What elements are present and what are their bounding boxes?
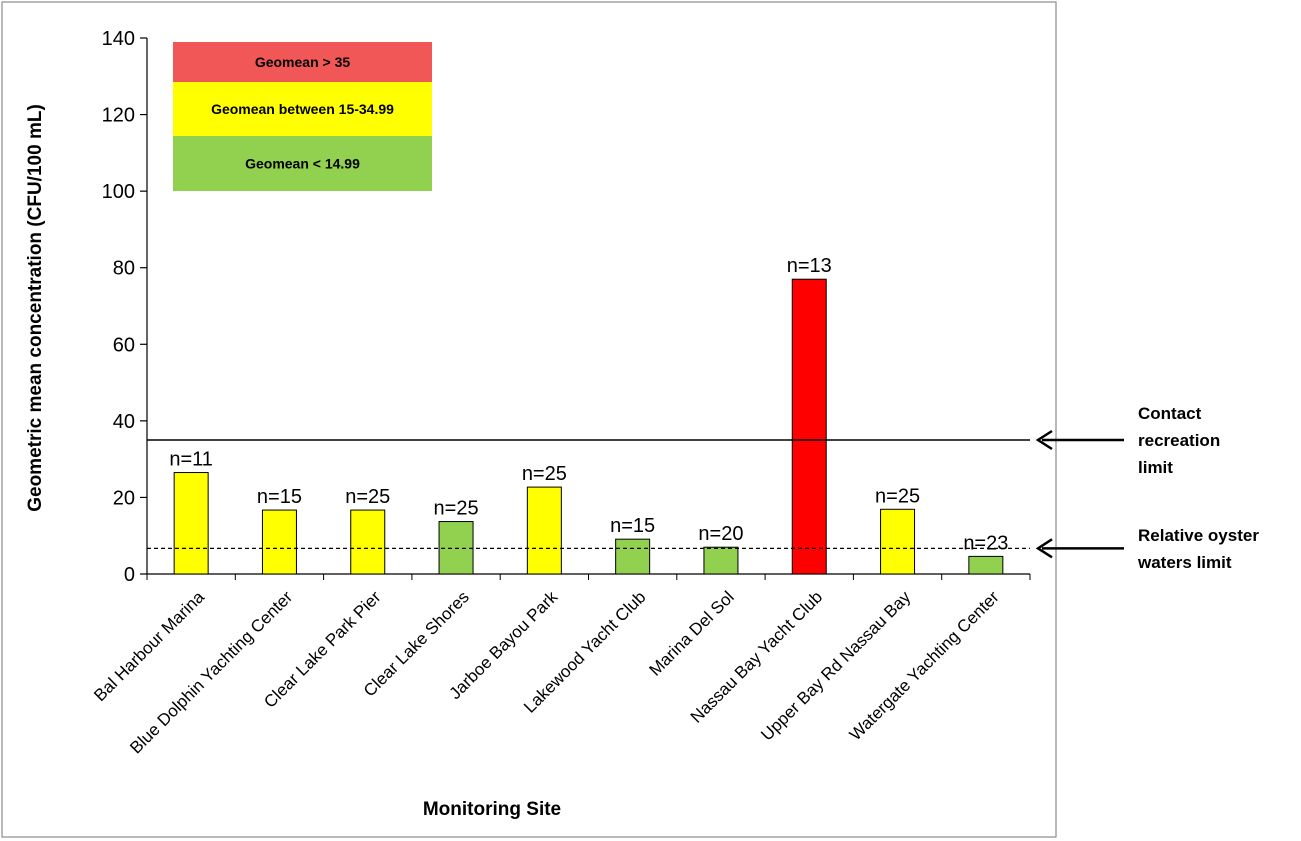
bar-n-label: n=25 bbox=[434, 498, 479, 520]
bar bbox=[350, 509, 386, 575]
bar bbox=[791, 278, 827, 575]
limit-label-line: waters limit bbox=[1137, 553, 1232, 572]
limit-arrow-head bbox=[1035, 538, 1053, 559]
legend-entry-label: Geomean < 14.99 bbox=[245, 156, 360, 172]
limit-arrow-head bbox=[1035, 429, 1053, 451]
legend-swatch bbox=[173, 136, 432, 191]
limit-label-line: limit bbox=[1138, 458, 1173, 477]
limit-label-line: Contact bbox=[1138, 404, 1202, 423]
bar-n-label: n=13 bbox=[787, 255, 832, 277]
bar-n-label: n=11 bbox=[169, 449, 213, 471]
bar bbox=[880, 508, 916, 575]
y-tick-label: 40 bbox=[113, 411, 135, 433]
bar bbox=[173, 472, 209, 575]
legend-entry-label: Geomean between 15-34.99 bbox=[211, 101, 394, 117]
bar-n-label: n=15 bbox=[610, 515, 655, 537]
limit-label-line: recreation bbox=[1138, 431, 1220, 450]
limit-label-line: Relative oyster bbox=[1138, 526, 1259, 545]
bar bbox=[526, 486, 562, 575]
y-tick-label: 0 bbox=[124, 564, 135, 586]
bar bbox=[261, 509, 297, 575]
y-tick-label: 20 bbox=[113, 487, 135, 509]
x-axis-title: Monitoring Site bbox=[423, 799, 561, 820]
y-tick-label: 140 bbox=[102, 28, 135, 50]
y-tick-label: 120 bbox=[102, 105, 135, 127]
legend-swatch bbox=[173, 42, 432, 82]
bar-n-label: n=25 bbox=[875, 485, 920, 507]
bar-n-label: n=15 bbox=[257, 486, 302, 508]
bar bbox=[968, 555, 1004, 575]
legend-entry-label: Geomean > 35 bbox=[255, 54, 351, 70]
bar-n-label: n=20 bbox=[698, 523, 743, 545]
y-axis-title: Geometric mean concentration (CFU/100 mL… bbox=[25, 104, 46, 512]
bar-n-label: n=25 bbox=[522, 463, 567, 485]
bar-n-label: n=23 bbox=[963, 532, 1008, 554]
y-tick-label: 80 bbox=[113, 258, 135, 280]
y-tick-label: 100 bbox=[102, 181, 135, 203]
bar bbox=[703, 546, 739, 575]
y-tick-label: 60 bbox=[113, 334, 135, 356]
bar-n-label: n=25 bbox=[345, 486, 390, 508]
bar bbox=[615, 538, 651, 575]
legend-swatch bbox=[173, 82, 432, 136]
